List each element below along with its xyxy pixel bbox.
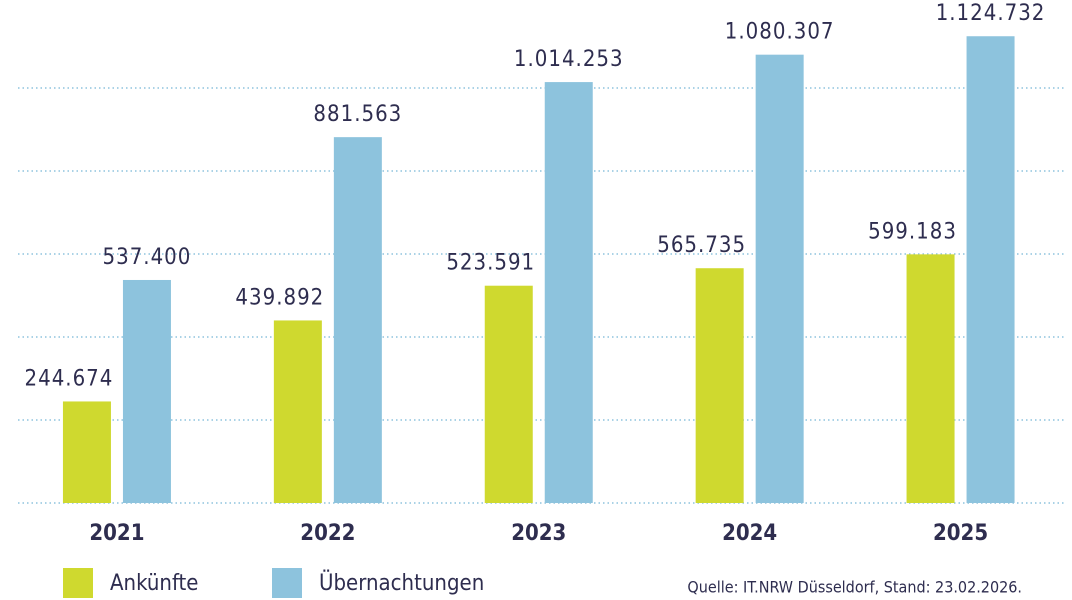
x-tick-label: 2025 (933, 521, 988, 546)
value-label: 881.563 (313, 102, 402, 127)
bar (544, 82, 593, 503)
legend-swatch (272, 568, 302, 598)
x-tick-label: 2024 (722, 521, 777, 546)
value-label: 1.014.253 (514, 47, 624, 72)
bar (755, 54, 804, 503)
bar (62, 401, 111, 503)
legend-label: Übernachtungen (319, 570, 484, 596)
value-label: 1.080.307 (725, 20, 835, 45)
value-label: 1.124.732 (936, 1, 1046, 26)
value-label: 565.735 (657, 233, 746, 258)
bar (966, 36, 1015, 504)
bar (906, 254, 955, 503)
legend-label: Ankünfte (110, 571, 198, 596)
x-tick-label: 2021 (89, 521, 144, 546)
bar (695, 268, 744, 503)
value-label: 439.892 (235, 285, 324, 310)
x-tick-label: 2022 (300, 521, 355, 546)
value-label: 599.183 (868, 219, 957, 244)
bar (484, 285, 533, 503)
value-label: 523.591 (446, 251, 535, 276)
legend-swatch (63, 568, 93, 598)
source: Quelle: IT.NRW Düsseldorf, Stand: 23.02.… (687, 578, 1022, 597)
value-label: 244.674 (25, 366, 114, 391)
bar (333, 137, 382, 503)
bar (122, 279, 171, 503)
x-tick-label: 2023 (511, 521, 566, 546)
value-label: 537.400 (103, 245, 192, 270)
bar (273, 320, 322, 503)
